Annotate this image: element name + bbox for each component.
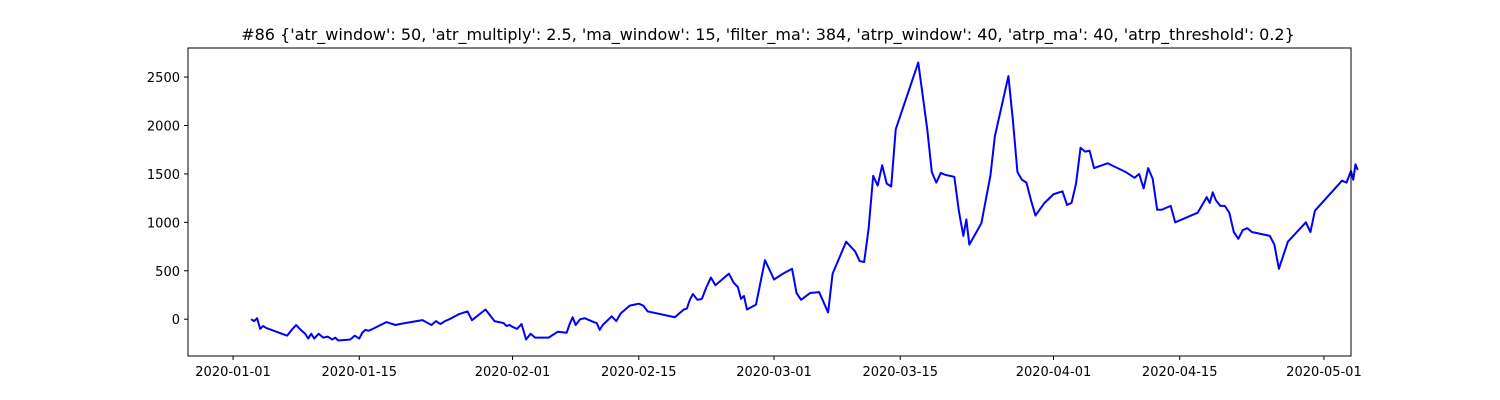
y-tick-label: 500 bbox=[155, 265, 180, 280]
x-tick-label: 2020-05-01 bbox=[1286, 365, 1362, 380]
y-axis: 0 500 1000 1500 2000 2500 bbox=[147, 71, 188, 328]
y-tick-label: 2500 bbox=[147, 71, 180, 86]
y-tick-label: 1000 bbox=[147, 216, 180, 231]
x-tick-label: 2020-01-01 bbox=[195, 365, 271, 380]
y-tick-label: 0 bbox=[172, 313, 180, 328]
x-axis: 2020-01-01 2020-01-15 2020-02-01 2020-02-15… bbox=[195, 356, 1362, 380]
x-tick-label: 2020-02-15 bbox=[601, 365, 677, 380]
x-tick-label: 2020-04-15 bbox=[1142, 365, 1218, 380]
plot-frame bbox=[187, 47, 1352, 357]
x-tick-label: 2020-03-01 bbox=[736, 365, 812, 380]
y-tick-label: 1500 bbox=[147, 168, 180, 183]
chart-title: #86 {'atr_window': 50, 'atr_multiply': 2… bbox=[241, 25, 1295, 45]
x-tick-label: 2020-02-01 bbox=[475, 365, 551, 380]
x-tick-label: 2020-01-15 bbox=[322, 365, 398, 380]
x-tick-label: 2020-03-15 bbox=[862, 365, 938, 380]
y-tick-label: 2000 bbox=[147, 119, 180, 134]
x-tick-label: 2020-04-01 bbox=[1016, 365, 1092, 380]
series-line bbox=[250, 61, 1359, 342]
